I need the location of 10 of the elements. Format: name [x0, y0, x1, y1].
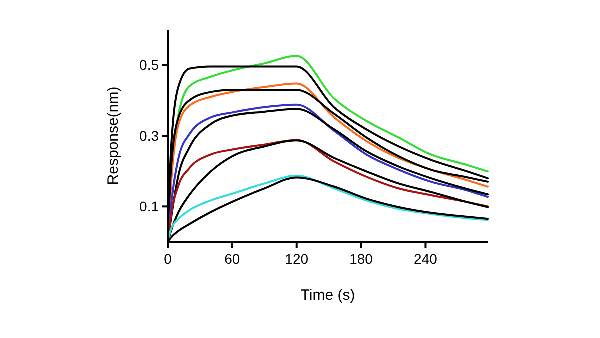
x-tick-label: 180 — [350, 251, 374, 267]
y-tick-label: 0.3 — [140, 128, 160, 144]
y-axis-title: Response(nm) — [105, 86, 122, 186]
x-tick-label: 120 — [285, 251, 309, 267]
x-tick-label: 60 — [224, 251, 240, 267]
x-axis-title: Time (s) — [300, 287, 356, 304]
x-tick-label: 0 — [164, 251, 172, 267]
x-tick-label: 240 — [414, 251, 438, 267]
y-tick-label: 0.5 — [140, 57, 160, 74]
y-tick-label: 0.1 — [140, 198, 160, 215]
